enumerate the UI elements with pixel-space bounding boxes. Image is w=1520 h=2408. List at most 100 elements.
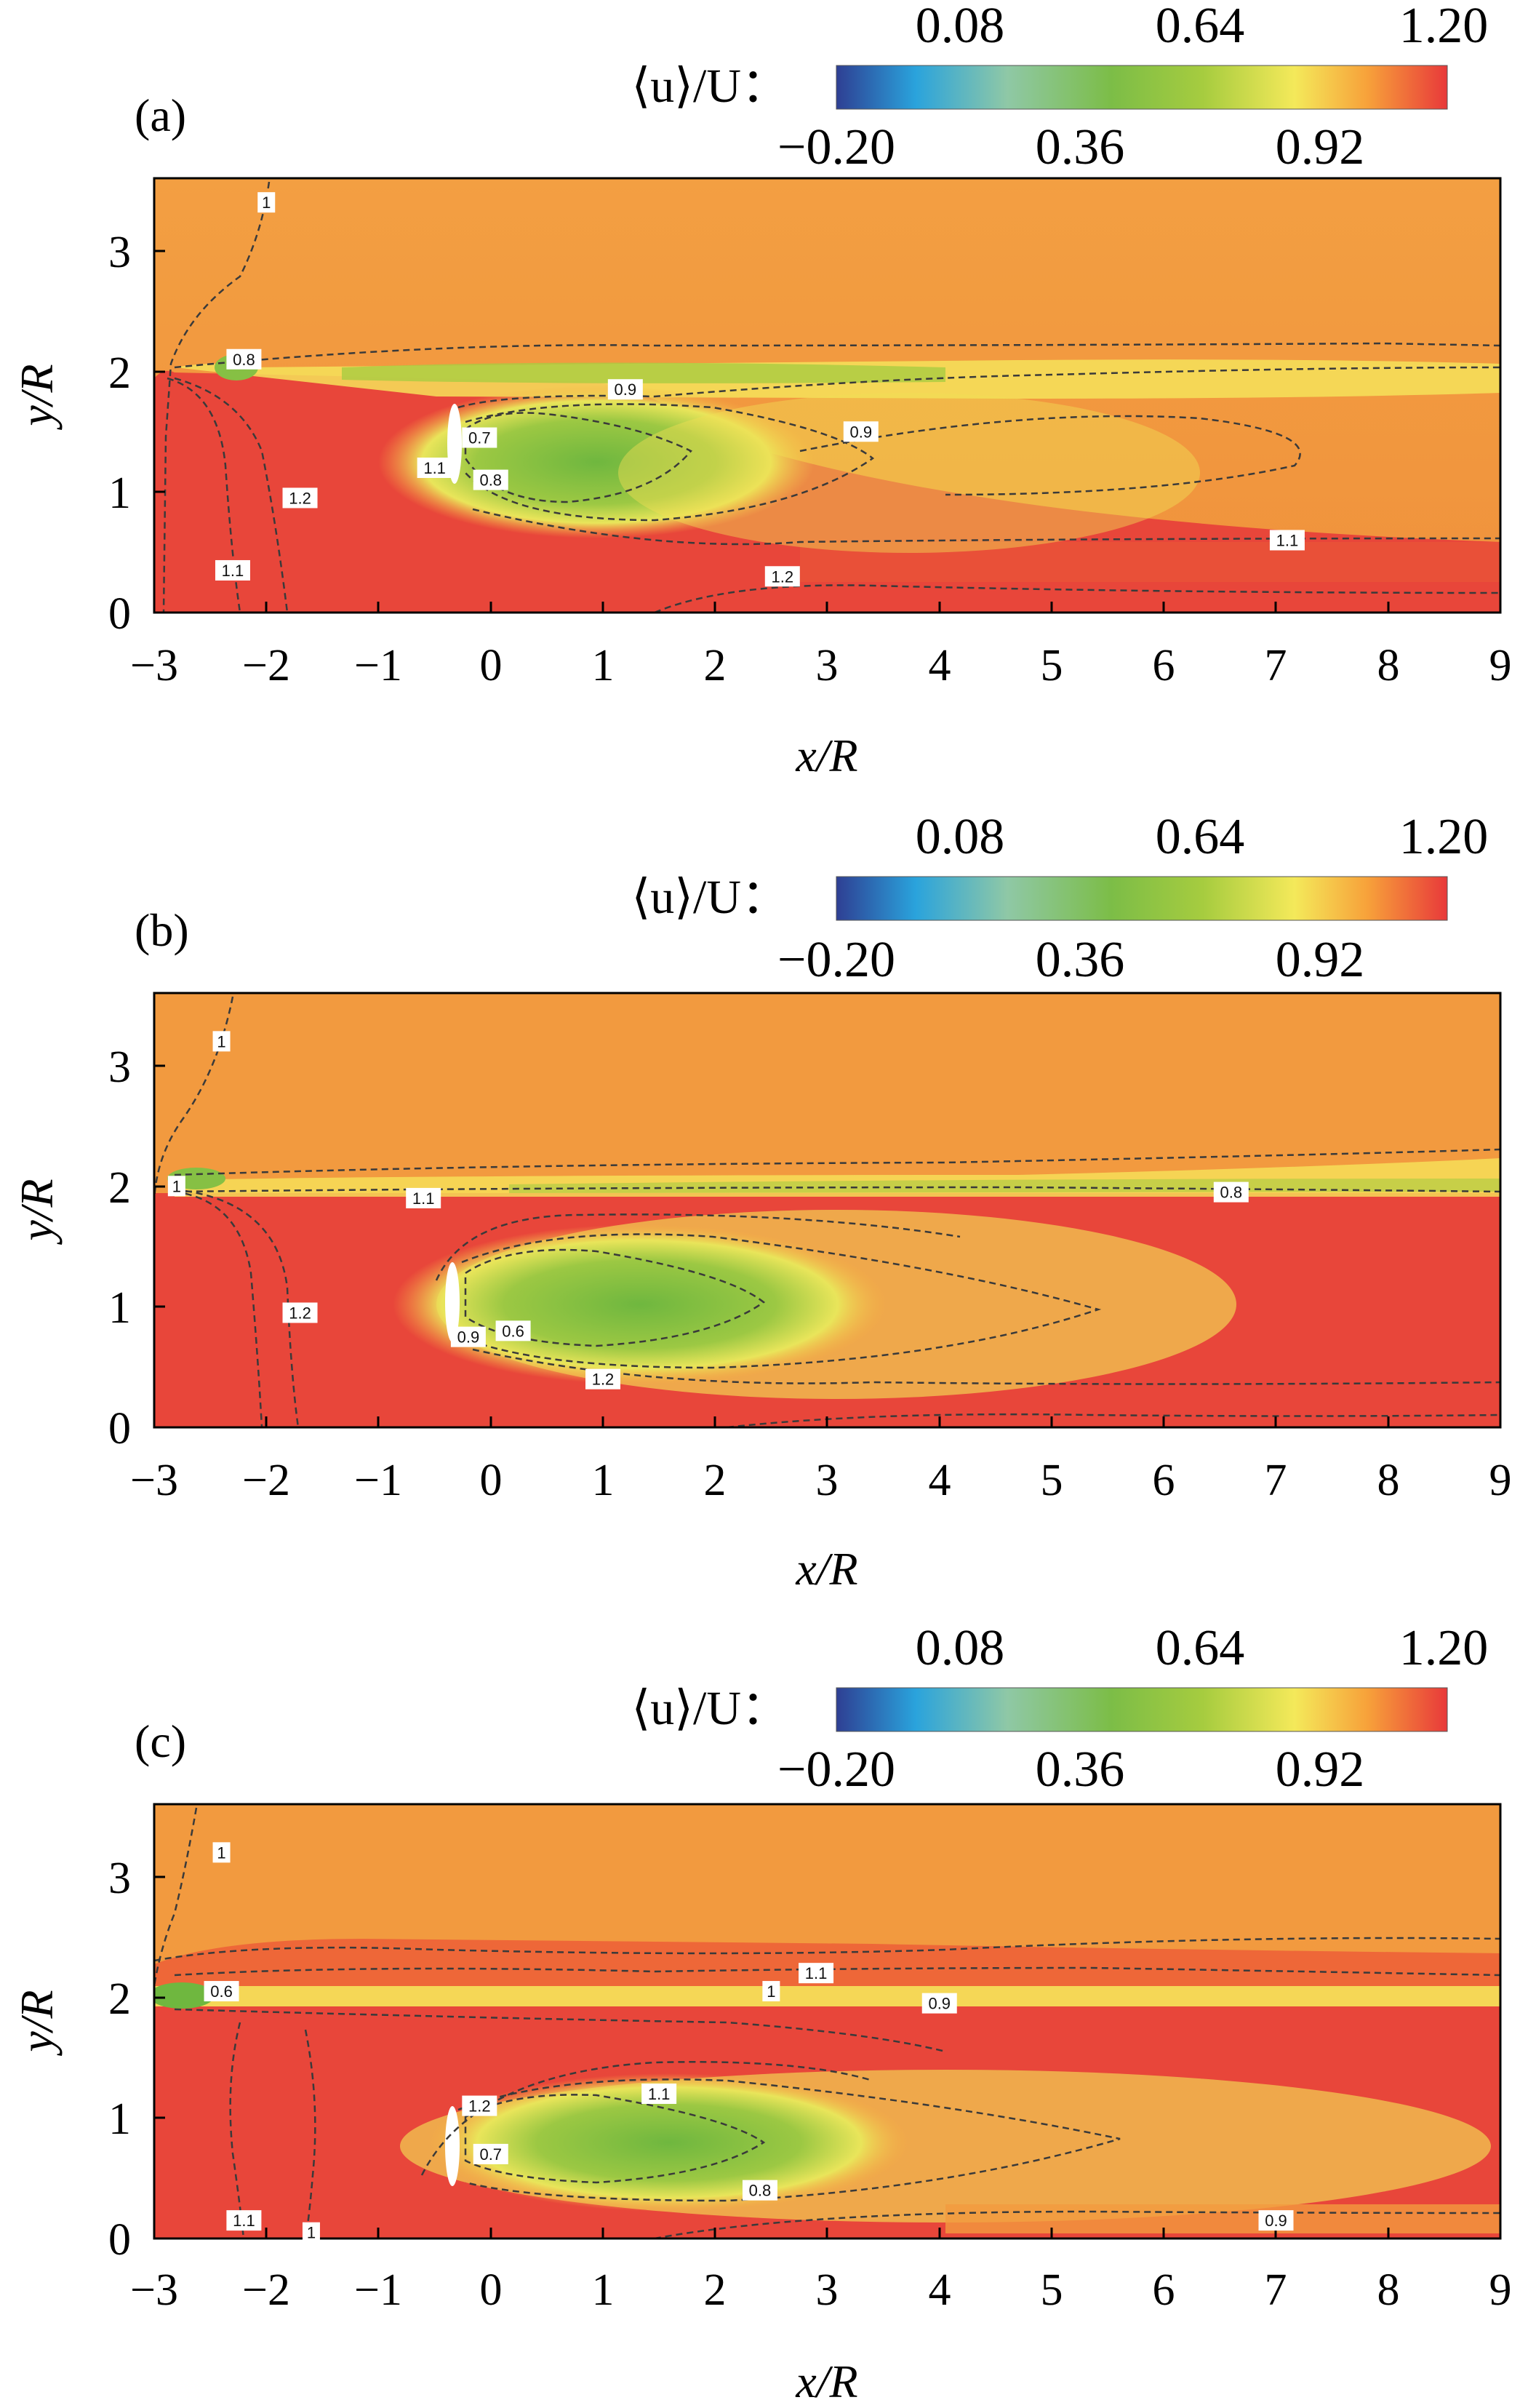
colorbar [836,65,1448,110]
lower-orange-band [945,2204,1500,2233]
x-tick-label: 2 [704,641,727,690]
colorbar-tick-bottom: −0.20 [777,1742,895,1798]
contour-line [799,415,1301,496]
x-tick-labels: −3 −2 −1 0 1 2 3 4 5 6 7 8 9 [130,641,1511,690]
contour-label: 0.8 [742,2180,777,2201]
contour-labels-c: 1 0.6 1 1.1 0.9 1.1 1.2 0.7 0.8 1.1 1 0.9 [204,1842,1294,2243]
contour-line [304,2029,316,2238]
contour-label-text: 1.1 [1276,532,1299,550]
x-tick-label: −2 [242,2265,290,2315]
contour-line [654,584,1500,613]
x-tick-label: 8 [1377,2265,1400,2315]
x-tick-label: 3 [816,2265,839,2315]
colorbar [836,876,1448,921]
contour-line [420,2061,873,2176]
rotor-disk [445,1262,460,1342]
y-ticks [154,1875,165,2240]
x-tick-label: 4 [929,2265,951,2315]
x-tick-label: 2 [704,2265,727,2315]
x-tick-label: 0 [480,641,503,690]
x-tick-label: 7 [1265,2265,1287,2315]
contour-label-box [226,348,262,370]
shear-layer-green [509,1179,1500,1193]
contour-label-text: 0.9 [457,1328,480,1347]
contour-label: 0.8 [473,469,508,490]
y-axis-title: y/R [11,364,63,430]
colorbar-title: ⟨u⟩/U： [632,1682,790,1735]
x-tick-labels: −3 −2 −1 0 1 2 3 4 5 6 7 8 9 [130,2265,1511,2315]
contour-label: 1.2 [764,566,800,587]
contour-label-text: 0.6 [502,1322,524,1340]
contour-label: 0.9 [921,1993,957,2014]
contour-label-text: 0.6 [210,1982,233,2001]
contour-label-box [1269,530,1305,551]
y-tick-label: 1 [108,2094,131,2144]
contour-label: 1 [212,1842,231,1863]
contour-label-text: 0.9 [849,423,872,441]
colorbar-tick-bottom: −0.20 [777,932,895,988]
x-tick-label: −2 [242,641,290,690]
lower-band [800,542,1500,582]
contour-label-text: 1.2 [289,1304,311,1322]
wake-core [378,386,815,538]
contour-label: 1 [762,1981,780,2002]
contour-label-text: 1 [262,194,271,212]
colorbar-tick-top: 1.20 [1399,1620,1489,1676]
contour-line [174,377,289,613]
contour-label: 1.1 [641,2084,677,2104]
colorbar-tick-top: 1.20 [1399,809,1489,865]
contour-label: 0.6 [495,1320,531,1341]
x-axis-title: x/R [795,2356,857,2407]
x-tick-label: 1 [592,1456,615,1505]
x-tick-label: 6 [1153,641,1175,690]
field-b [154,996,1500,1427]
x-axis-title: x/R [795,730,857,781]
contour-label: 0.8 [226,348,262,370]
contour-line [174,342,1500,369]
x-tick-label: −1 [354,2265,402,2315]
contour-label-text: 1.1 [423,459,446,477]
contour-line [472,508,1500,546]
contour-label: 1.2 [585,1368,620,1390]
contour-label: 1.2 [282,1302,318,1323]
contour-line [174,1148,1500,1176]
contour-label-text: 0.9 [928,1995,951,2013]
x-ticks [153,602,1502,613]
y-tick-label: 0 [108,589,131,639]
x-tick-label: 1 [592,641,615,690]
x-tick-labels: −3 −2 −1 0 1 2 3 4 5 6 7 8 9 [130,1456,1511,1505]
y-ticks [154,250,165,614]
contour-label: 1 [257,192,276,213]
contour-label-text: 0.7 [479,2145,502,2164]
contour-line [174,1190,263,1427]
contour-label-box [799,1963,834,1984]
panel-c: −3 −2 −1 0 1 2 3 4 5 6 7 8 9 0 1 2 3 x/R… [0,1608,1520,2408]
x-tick-label: 5 [1041,1456,1063,1505]
colorbar-tick-top: 0.64 [1156,0,1245,54]
contour-line [174,1186,1500,1193]
contour-label-box [473,2143,508,2164]
y-tick-label: 0 [108,1404,131,1454]
x-axis-title: x/R [795,1543,857,1595]
contour-label-text: 1.1 [805,1964,828,1982]
x-tick-label: −3 [130,2265,178,2315]
x-tick-label: 5 [1041,2265,1063,2315]
rotor-disk [445,2106,460,2186]
contour-label: 1 [167,1176,185,1197]
contour-label-text: 1 [307,2224,316,2242]
contour-line [464,1248,766,1347]
y-tick-label: 0 [108,2215,131,2265]
contour-line [174,1188,300,1427]
x-tick-label: −3 [130,1456,178,1505]
contour-label-box [843,421,879,442]
colorbar-tick-bottom: −0.20 [777,119,895,175]
contour-label: 0.6 [204,1981,239,2002]
contour-label-text: 1 [172,1177,181,1195]
x-tick-label: −1 [354,641,402,690]
contour-label-box [607,379,643,400]
field-c [154,1807,1500,2238]
y-tick-label: 3 [108,1854,131,1903]
x-ticks [153,1416,1502,1427]
contour-line [472,1348,1500,1385]
panel-label: (a) [135,89,186,141]
